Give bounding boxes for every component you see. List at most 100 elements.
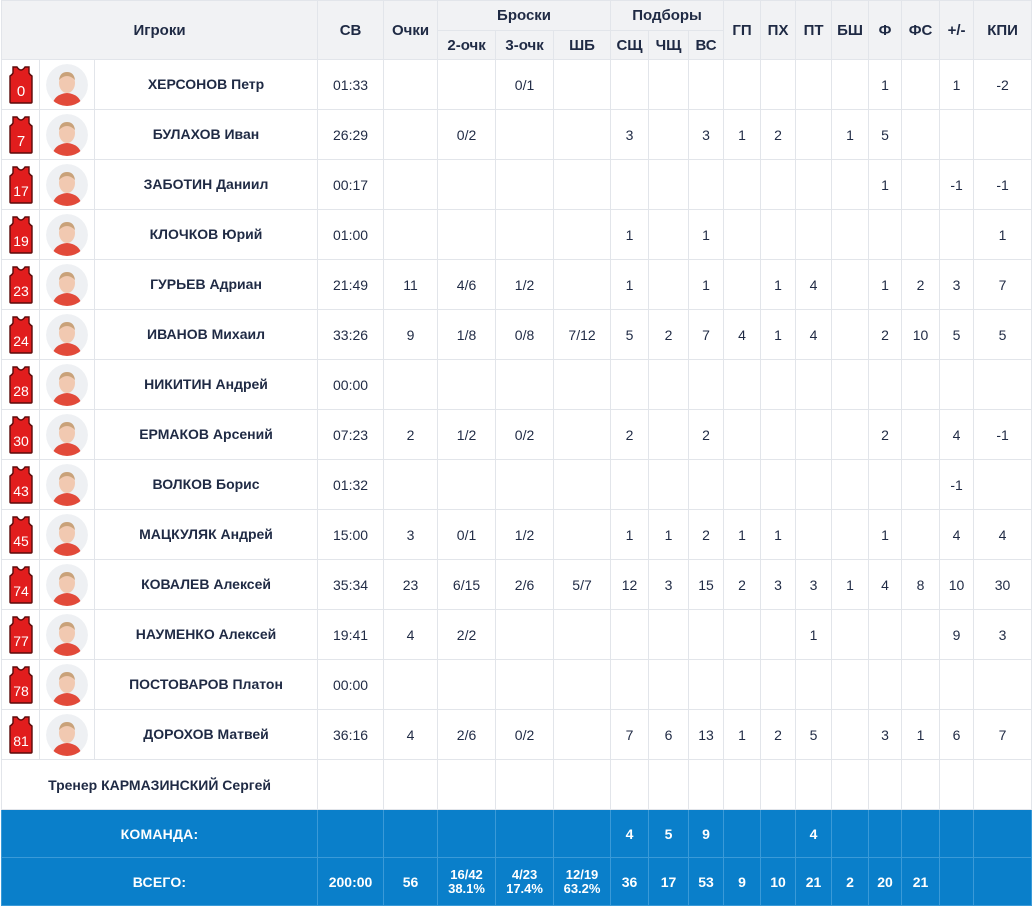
player-plus-minus: 3 bbox=[939, 259, 975, 310]
jersey-cell: 81 bbox=[1, 709, 40, 760]
total-def-rebounds: 36 bbox=[610, 857, 650, 906]
player-name[interactable]: ВОЛКОВ Борис bbox=[93, 459, 319, 510]
jersey-icon: 7 bbox=[8, 115, 34, 154]
player-name[interactable]: КОВАЛЕВ Алексей bbox=[93, 559, 319, 610]
player-plus-minus: 6 bbox=[939, 709, 975, 760]
jersey-number: 19 bbox=[13, 233, 29, 249]
player-fouls: 3 bbox=[868, 709, 903, 760]
photo-cell bbox=[39, 609, 95, 660]
player-two-pointers bbox=[437, 459, 497, 510]
player-name[interactable]: ХЕРСОНОВ Петр bbox=[93, 59, 319, 110]
player-blocks: 1 bbox=[831, 559, 870, 610]
player-two-pointers: 6/15 bbox=[437, 559, 497, 610]
header-total-rebounds[interactable]: ВС bbox=[688, 30, 725, 60]
avatar[interactable] bbox=[46, 713, 88, 756]
player-three-pointers: 2/6 bbox=[495, 559, 555, 610]
header-efficiency[interactable]: КПИ bbox=[973, 0, 1032, 60]
player-turnovers bbox=[760, 209, 797, 260]
player-time: 01:33 bbox=[317, 59, 385, 110]
player-total-rebounds: 1 bbox=[688, 209, 725, 260]
player-efficiency: 7 bbox=[973, 259, 1032, 310]
header-off-rebounds[interactable]: ЧЩ bbox=[648, 30, 690, 60]
player-three-pointers bbox=[495, 109, 555, 160]
avatar[interactable] bbox=[46, 513, 88, 556]
player-off-rebounds bbox=[648, 459, 690, 510]
player-def-rebounds: 2 bbox=[610, 409, 650, 460]
table-row: 30 ЕРМАКОВ Арсений 07:23 2 1/2 0/2 2 2 2 4 -1 bbox=[1, 409, 1032, 460]
player-fouls: 5 bbox=[868, 109, 903, 160]
avatar[interactable] bbox=[46, 363, 88, 406]
header-three-pointers[interactable]: 3-очк bbox=[495, 30, 555, 60]
header-free-throws[interactable]: ШБ bbox=[553, 30, 612, 60]
avatar[interactable] bbox=[46, 463, 88, 506]
player-two-pointers: 0/1 bbox=[437, 509, 497, 560]
player-name[interactable]: ЗАБОТИН Даниил bbox=[93, 159, 319, 210]
player-two-pointers bbox=[437, 59, 497, 110]
avatar[interactable] bbox=[46, 163, 88, 206]
header-steals[interactable]: ПТ bbox=[795, 0, 833, 60]
header-turnovers[interactable]: ПХ bbox=[760, 0, 797, 60]
avatar[interactable] bbox=[46, 663, 88, 706]
player-total-rebounds: 15 bbox=[688, 559, 725, 610]
avatar[interactable] bbox=[46, 613, 88, 656]
player-name[interactable]: НИКИТИН Андрей bbox=[93, 359, 319, 410]
table-row: 28 НИКИТИН Андрей 00:00 bbox=[1, 359, 1032, 410]
player-efficiency: 3 bbox=[973, 609, 1032, 660]
table-row: 77 НАУМЕНКО Алексей 19:41 4 2/2 1 9 3 bbox=[1, 609, 1032, 660]
header-blocks[interactable]: БШ bbox=[831, 0, 870, 60]
coach-name[interactable]: Тренер КАРМАЗИНСКИЙ Сергей bbox=[0, 759, 319, 810]
player-def-rebounds bbox=[610, 59, 650, 110]
photo-cell bbox=[39, 259, 95, 310]
header-players[interactable]: Игроки bbox=[0, 0, 319, 60]
jersey-icon: 23 bbox=[8, 265, 34, 304]
player-blocks bbox=[831, 209, 870, 260]
player-name[interactable]: НАУМЕНКО Алексей bbox=[93, 609, 319, 660]
player-efficiency: -1 bbox=[973, 409, 1032, 460]
header-two-pointers[interactable]: 2-очк bbox=[437, 30, 497, 60]
player-fouls-drawn bbox=[901, 659, 941, 710]
player-total-rebounds bbox=[688, 159, 725, 210]
player-name[interactable]: ИВАНОВ Михаил bbox=[93, 309, 319, 360]
player-turnovers bbox=[760, 59, 797, 110]
header-fouls-drawn[interactable]: ФС bbox=[901, 0, 941, 60]
player-name[interactable]: БУЛАХОВ Иван bbox=[93, 109, 319, 160]
player-def-rebounds: 5 bbox=[610, 309, 650, 360]
player-plus-minus bbox=[939, 359, 975, 410]
avatar[interactable] bbox=[46, 413, 88, 456]
player-name[interactable]: ЕРМАКОВ Арсений bbox=[93, 409, 319, 460]
player-three-pointers bbox=[495, 359, 555, 410]
jersey-number: 0 bbox=[16, 83, 24, 100]
total-blocks: 2 bbox=[831, 857, 870, 906]
header-points[interactable]: Очки bbox=[383, 0, 439, 60]
player-name[interactable]: ГУРЬЕВ Адриан bbox=[93, 259, 319, 310]
avatar[interactable] bbox=[46, 563, 88, 606]
player-efficiency: 1 bbox=[973, 209, 1032, 260]
coach-row: Тренер КАРМАЗИНСКИЙ Сергей bbox=[0, 759, 1032, 810]
jersey-icon: 19 bbox=[8, 215, 34, 254]
avatar[interactable] bbox=[46, 113, 88, 156]
jersey-cell: 24 bbox=[1, 309, 40, 360]
jersey-icon: 81 bbox=[8, 715, 34, 754]
player-blocks bbox=[831, 609, 870, 660]
header-time[interactable]: СВ bbox=[317, 0, 385, 60]
avatar[interactable] bbox=[46, 63, 88, 106]
header-assists[interactable]: ГП bbox=[723, 0, 762, 60]
avatar[interactable] bbox=[46, 263, 88, 306]
avatar[interactable] bbox=[46, 313, 88, 356]
player-name[interactable]: КЛОЧКОВ Юрий bbox=[93, 209, 319, 260]
player-name[interactable]: ПОСТОВАРОВ Платон bbox=[93, 659, 319, 710]
avatar[interactable] bbox=[46, 213, 88, 256]
jersey-cell: 7 bbox=[1, 109, 40, 160]
header-def-rebounds[interactable]: СЩ bbox=[610, 30, 650, 60]
total-three-pointers: 4/23 17.4% bbox=[495, 857, 555, 906]
player-two-pointers: 1/8 bbox=[437, 309, 497, 360]
player-blocks: 1 bbox=[831, 109, 870, 160]
jersey-icon: 24 bbox=[8, 315, 34, 354]
jersey-cell: 28 bbox=[1, 359, 40, 410]
player-name[interactable]: ДОРОХОВ Матвей bbox=[93, 709, 319, 760]
header-plus-minus[interactable]: +/- bbox=[939, 0, 975, 60]
header-rebounds: Подборы bbox=[610, 0, 725, 31]
player-name[interactable]: МАЦКУЛЯК Андрей bbox=[93, 509, 319, 560]
player-efficiency bbox=[973, 109, 1032, 160]
header-fouls[interactable]: Ф bbox=[868, 0, 903, 60]
